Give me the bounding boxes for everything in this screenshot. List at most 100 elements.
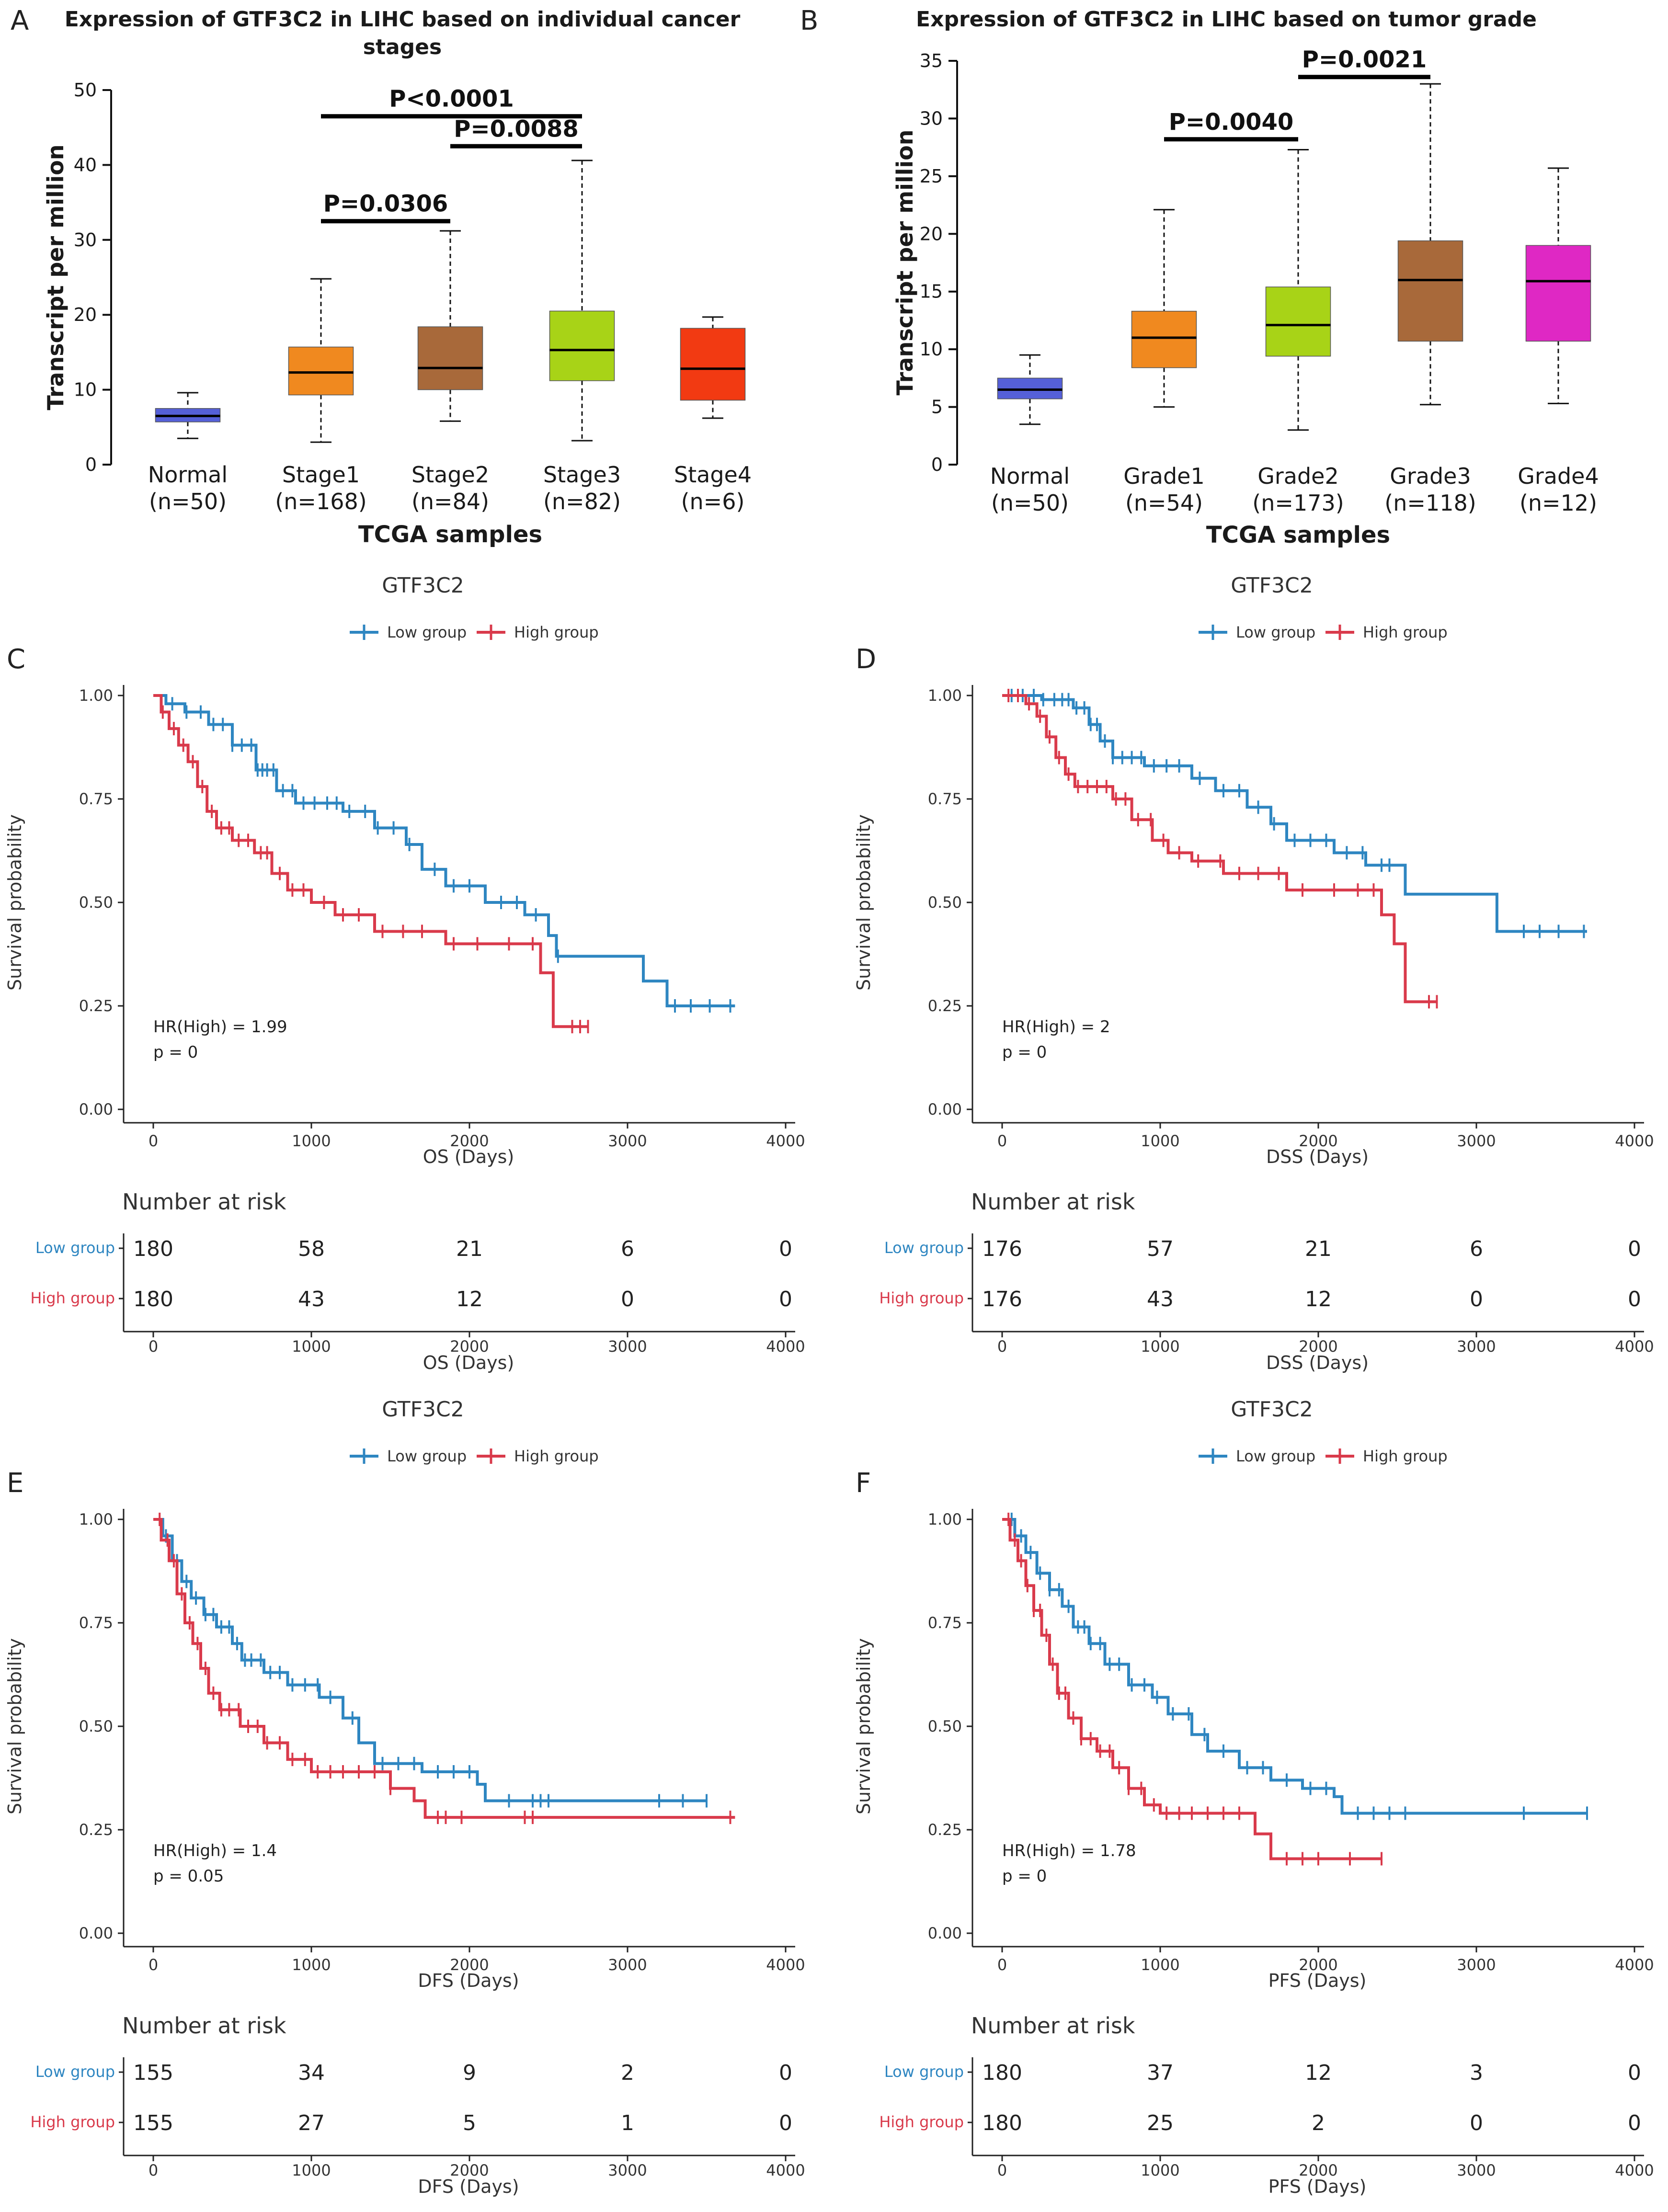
risk-x-tick-label: 3000 [1457,1337,1496,1356]
panel-letter: B [800,5,818,36]
x-tick-label: 1000 [1141,1956,1179,1974]
box-stage1 [288,346,354,396]
risk-x-axis-label: DSS (Days) [1266,1352,1369,1373]
risk-count: 43 [1147,1287,1174,1311]
y-tick-label: 0.50 [928,1717,962,1735]
high-group-curve [1002,694,1437,1003]
risk-count: 12 [456,1287,483,1311]
risk-group-label: High group [879,2113,964,2131]
risk-count: 0 [1628,2061,1641,2085]
panel-f-survival-plot: F GTF3C2 Low group High group 0.00 0.25 0.50 0.… [853,1397,1654,2197]
risk-count: 43 [298,1287,325,1311]
risk-x-axis-label: OS (Days) [423,1352,514,1373]
x-tick-label: 1000 [292,1132,331,1150]
y-tick-label: 25 [920,166,943,187]
y-tick-label: 0.00 [928,1100,962,1118]
risk-count: 0 [1470,2111,1483,2135]
p-value-label: P=0.0040 [1169,109,1294,136]
risk-count: 0 [779,1287,792,1311]
category-count: (n=82) [543,489,621,514]
x-axis-label: PFS (Days) [1268,1970,1367,1991]
risk-count: 3 [1470,2061,1483,2085]
category-label: Grade3 [1390,463,1471,489]
risk-x-tick-label: 1000 [1141,2161,1179,2179]
risk-count: 21 [1305,1237,1332,1261]
p-value-text: p = 0 [153,1043,198,1062]
risk-count: 0 [1628,1287,1641,1311]
x-tick-label: 4000 [766,1956,805,1974]
category-count: (n=12) [1519,490,1597,516]
box-grade4 [1525,245,1591,342]
y-tick-label: 0.25 [79,997,113,1015]
x-tick-label: 2000 [1299,1956,1337,1974]
risk-x-tick-label: 2000 [1299,1337,1337,1356]
category-count: (n=84) [411,489,489,514]
y-tick-label: 0.00 [79,1100,113,1118]
risk-x-tick-label: 2000 [1299,2161,1337,2179]
risk-count: 5 [463,2111,476,2135]
legend-label: High group [1363,623,1448,641]
category-count: (n=54) [1125,490,1203,516]
y-tick-label: 15 [920,281,943,302]
x-axis-label: TCGA samples [1206,522,1390,548]
risk-table-header: Number at risk [122,1189,286,1215]
y-tick-label: 10 [920,339,943,360]
risk-count: 176 [982,1287,1022,1311]
y-tick-label: 1.00 [79,1510,113,1528]
category-label: Normal [148,462,228,488]
risk-count: 176 [982,1237,1022,1261]
y-tick-label: 1.00 [928,1510,962,1528]
y-tick-label: 0.75 [79,1614,113,1632]
hazard-ratio-text: HR(High) = 2 [1002,1017,1110,1037]
y-tick-label: 30 [74,229,97,251]
x-tick-label: 4000 [1615,1956,1654,1974]
risk-group-label: Low group [35,2063,115,2081]
x-tick-label: 2000 [1299,1132,1337,1150]
risk-group-label: Low group [884,2063,964,2081]
category-label: Grade2 [1257,463,1339,489]
risk-x-tick-label: 2000 [450,2161,489,2179]
category-label: Grade1 [1123,463,1205,489]
y-tick-label: 0.75 [79,790,113,808]
risk-count: 0 [779,2061,792,2085]
risk-x-tick-label: 2000 [450,1337,489,1356]
risk-count: 2 [621,2061,634,2085]
category-label: Grade4 [1518,463,1599,489]
risk-count: 0 [1628,1237,1641,1261]
x-tick-label: 0 [149,1132,158,1150]
category-count: (n=168) [275,489,366,514]
x-tick-label: 2000 [450,1956,489,1974]
low-group-curve [1002,694,1587,933]
category-label: Stage3 [543,462,621,488]
panel-c-survival-plot: C GTF3C2 Low group High group 0.00 0.25 0.50 0.… [4,573,805,1373]
risk-count: 180 [982,2061,1022,2085]
risk-count: 58 [298,1237,325,1261]
risk-count: 34 [298,2061,325,2085]
hazard-ratio-text: HR(High) = 1.78 [1002,1841,1136,1860]
risk-count: 12 [1305,2061,1332,2085]
risk-count: 0 [621,1287,634,1311]
y-tick-label: 0 [85,454,97,475]
x-axis-label: OS (Days) [423,1146,514,1167]
y-tick-label: 0.25 [928,1821,962,1839]
risk-count: 180 [982,2111,1022,2135]
chart-title: GTF3C2 [382,1397,464,1422]
y-tick-label: 0 [931,454,943,475]
y-axis-label: Transcript per million [892,129,918,395]
risk-x-tick-label: 0 [149,1337,158,1356]
p-value-text: p = 0.05 [153,1867,224,1886]
risk-count: 155 [133,2111,173,2135]
p-value-text: p = 0 [1002,1867,1047,1886]
category-count: (n=118) [1384,490,1476,516]
p-value-text: p = 0 [1002,1043,1047,1062]
y-axis-label: Survival probability [853,1638,874,1814]
y-tick-label: 0.25 [79,1821,113,1839]
y-tick-label: 35 [920,50,943,71]
risk-x-tick-label: 1000 [292,1337,331,1356]
box-stage4 [680,328,746,401]
risk-count: 6 [1470,1237,1483,1261]
risk-x-tick-label: 0 [997,1337,1007,1356]
panel-letter: A [11,5,29,36]
y-tick-label: 0.75 [928,1614,962,1632]
risk-count: 2 [1312,2111,1325,2135]
